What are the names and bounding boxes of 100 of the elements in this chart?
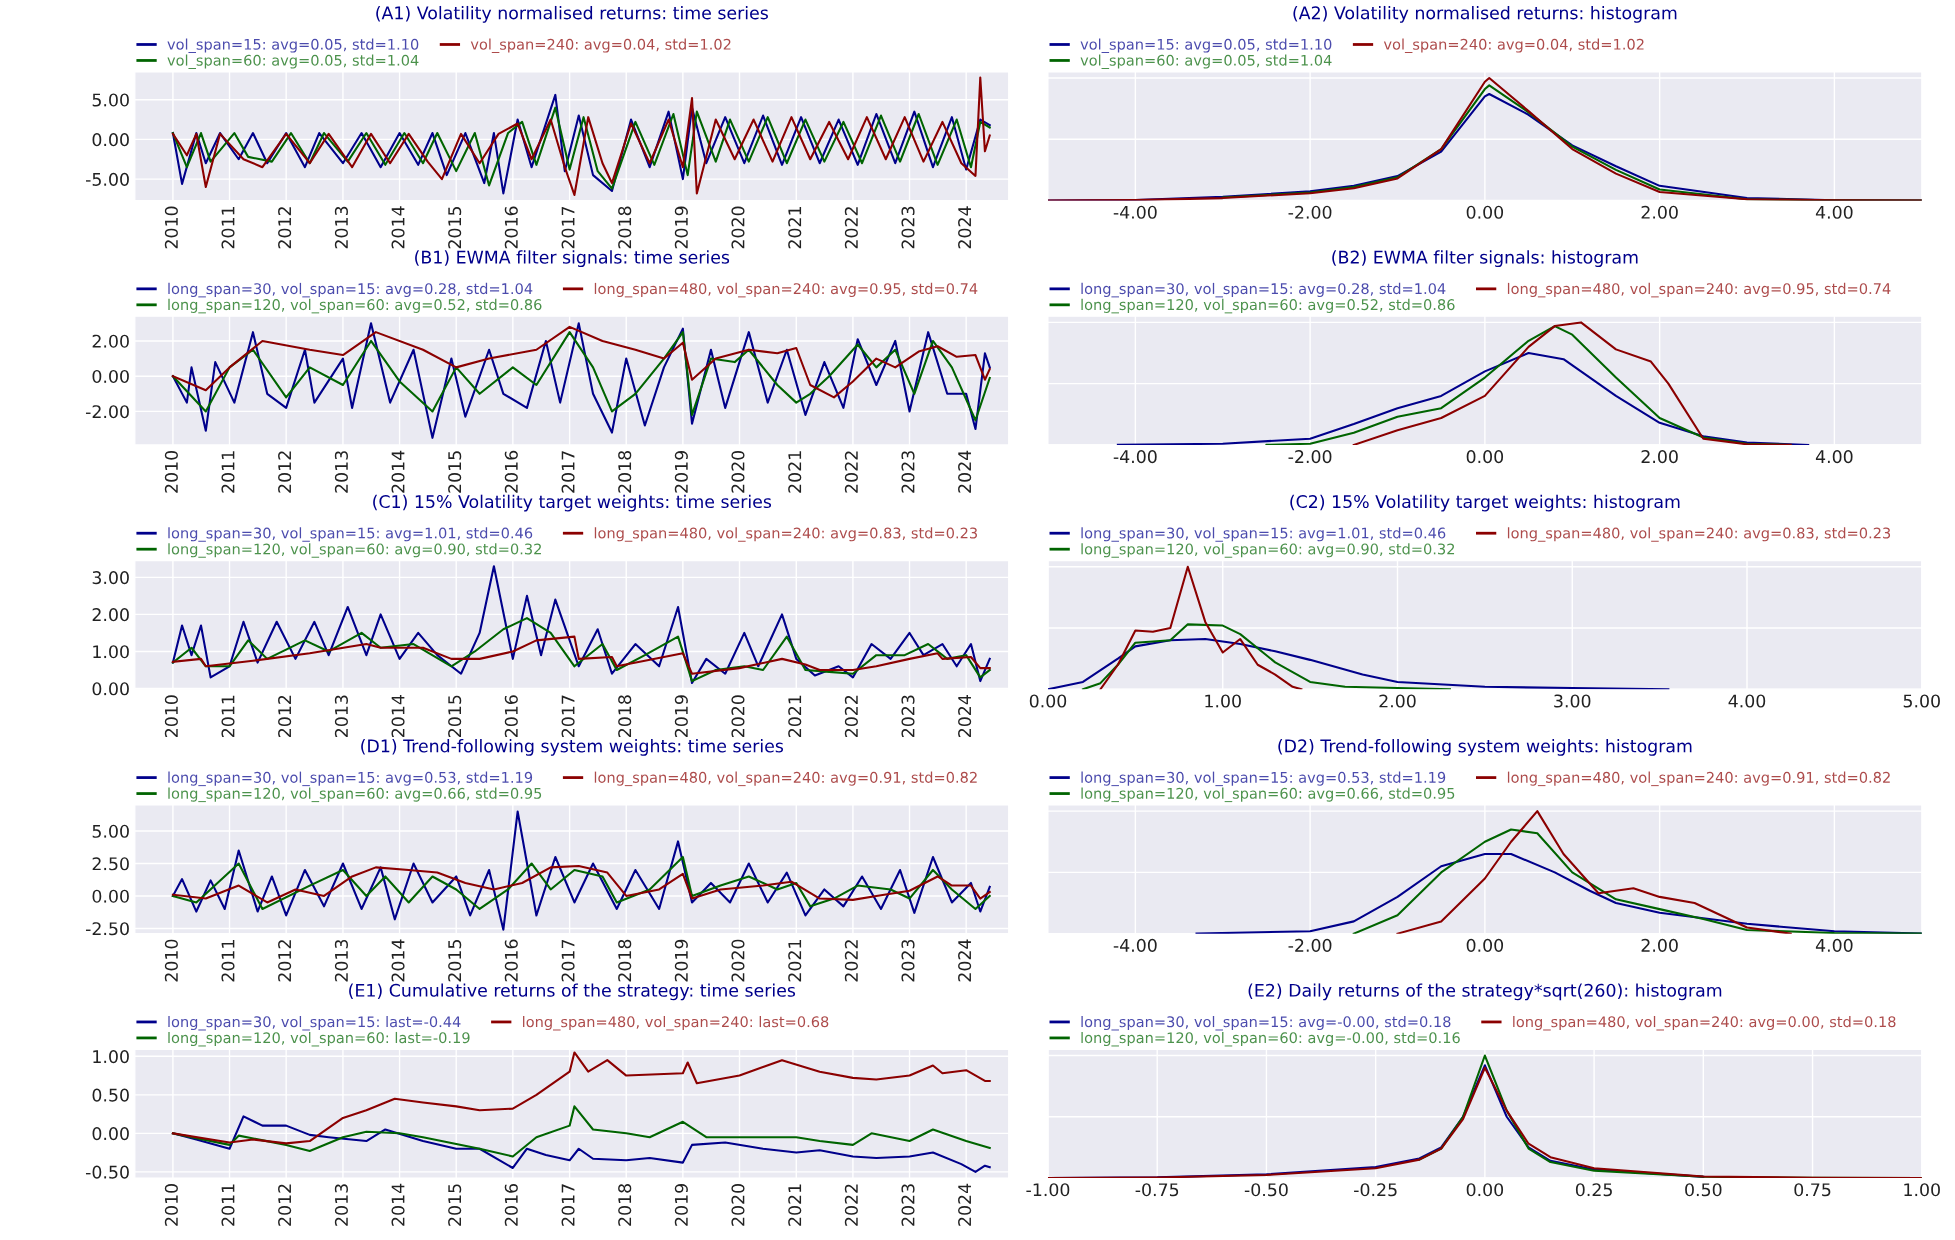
x-tick-label: 5.00 <box>1903 694 1940 708</box>
x-tick-label: 2.00 <box>1641 450 1678 464</box>
x-tick-label: 2021 <box>788 451 802 493</box>
line-series <box>171 93 991 195</box>
legend-label: long_span=480, vol_span=240: avg=0.83, std=0.23 <box>594 527 977 542</box>
x-tick-label: 2021 <box>788 207 802 249</box>
legend-label: vol_span=240: avg=0.04, std=1.02 <box>470 38 731 54</box>
x-tick-label: 2021 <box>788 940 802 982</box>
y-tick-label: 0.00 <box>92 1127 129 1141</box>
x-tick-label: 2017 <box>561 206 575 249</box>
x-tick-label: 2016 <box>504 450 518 493</box>
x-tick-label: 0.00 <box>1029 694 1067 708</box>
x-tick-label: -4.00 <box>1113 205 1157 219</box>
y-tick-label: 5.00 <box>92 824 129 838</box>
x-tick-label: 2023 <box>901 939 915 982</box>
legend-label: long_span=30, vol_span=15: last=-0.44 <box>168 1015 461 1031</box>
line-series <box>171 617 991 683</box>
chart-title: (D2) Trend-following system weights: histogram <box>1278 739 1692 756</box>
x-tick-label: 2023 <box>901 1184 915 1226</box>
x-tick-label: 2010 <box>164 1184 178 1226</box>
x-tick-label: 4.00 <box>1815 938 1853 952</box>
x-tick-label: 2019 <box>674 1184 688 1226</box>
x-tick-label: 2011 <box>221 695 235 738</box>
x-tick-label: 0.00 <box>1466 205 1504 219</box>
y-tick-label: 0.00 <box>92 682 129 696</box>
x-tick-label: -4.00 <box>1113 938 1157 952</box>
y-tick-label: 2.00 <box>92 334 129 348</box>
chart-title: (C2) 15% Volatility target weights: histogram <box>1290 494 1680 512</box>
x-tick-label: -0.75 <box>1135 1183 1179 1197</box>
y-tick-label: 5.00 <box>92 93 129 107</box>
x-tick-label: 2024 <box>958 695 972 738</box>
x-tick-label: 2020 <box>731 695 745 738</box>
line-series <box>171 865 991 904</box>
x-tick-label: 0.75 <box>1794 1183 1831 1197</box>
line-series <box>171 331 991 422</box>
legend-label: vol_span=60: avg=0.05, std=1.04 <box>1080 54 1332 69</box>
x-tick-label: -0.50 <box>1244 1183 1288 1197</box>
x-tick-label: 2014 <box>391 450 405 493</box>
x-tick-label: 2015 <box>448 451 462 493</box>
chart-title: (D1) Trend-following system weights: time series <box>361 739 784 756</box>
x-tick-label: 2012 <box>278 940 292 982</box>
x-tick-label: 2017 <box>561 939 575 982</box>
x-tick-label: 2021 <box>788 1184 802 1226</box>
legend-label: long_span=480, vol_span=240: avg=0.00, std=0.18 <box>1513 1015 1896 1031</box>
x-tick-label: 2020 <box>731 1184 745 1226</box>
x-tick-label: 2023 <box>901 206 915 249</box>
x-tick-label: 2023 <box>901 695 915 738</box>
line-series <box>171 855 991 910</box>
x-tick-label: 2013 <box>334 695 348 738</box>
chart-title: (A2) Volatility normalised returns: histogram <box>1293 5 1677 23</box>
x-tick-label: 2017 <box>561 451 575 493</box>
x-tick-label: 2017 <box>561 695 575 738</box>
x-tick-label: 0.00 <box>1466 450 1504 464</box>
legend-label: long_span=30, vol_span=15: avg=1.01, std=0.46 <box>1081 527 1446 542</box>
x-tick-label: 2010 <box>164 206 178 249</box>
x-tick-label: 2016 <box>504 939 518 982</box>
legend-label: long_span=480, vol_span=240: avg=0.83, std=0.23 <box>1507 527 1891 542</box>
x-tick-label: 2020 <box>731 206 745 249</box>
legend-label: vol_span=240: avg=0.04, std=1.02 <box>1383 38 1644 54</box>
x-tick-label: 2021 <box>788 695 802 738</box>
x-tick-label: 2015 <box>448 940 462 982</box>
x-tick-label: 2012 <box>278 451 292 493</box>
x-tick-label: 2013 <box>334 939 348 982</box>
x-tick-label: 2013 <box>334 206 348 249</box>
line-series <box>171 76 991 197</box>
y-tick-label: 2.50 <box>92 857 129 871</box>
x-tick-label: 2016 <box>504 1183 518 1226</box>
x-tick-label: 2020 <box>731 450 745 493</box>
line-series <box>171 322 991 439</box>
x-tick-label: 0.00 <box>1466 1183 1504 1197</box>
y-tick-label: 1.00 <box>93 645 129 659</box>
x-tick-label: 2.00 <box>1641 205 1678 219</box>
x-tick-label: 2014 <box>391 206 405 249</box>
legend-label: long_span=480, vol_span=240: avg=0.95, std=0.74 <box>594 282 978 298</box>
x-tick-label: 2024 <box>958 450 972 493</box>
legend-label: long_span=120, vol_span=60: avg=0.66, std=0.95 <box>1081 787 1455 803</box>
legend-label: long_span=30, vol_span=15: avg=1.01, std=0.46 <box>168 527 533 542</box>
chart-title: (C1) 15% Volatility target weights: time series <box>373 494 772 512</box>
chart-title: (B1) EWMA filter signals: time series <box>415 250 730 268</box>
line-series <box>171 635 991 675</box>
x-tick-label: 2010 <box>164 450 178 493</box>
x-tick-label: 2019 <box>674 939 688 982</box>
line-series <box>171 565 991 685</box>
x-tick-label: 1.00 <box>1904 1183 1940 1197</box>
y-tick-label: 3.00 <box>92 571 129 585</box>
legend-label: long_span=120, vol_span=60: avg=0.52, std=0.86 <box>168 298 542 314</box>
x-tick-label: 2023 <box>901 451 915 493</box>
chart-title: (A1) Volatility normalised returns: time series <box>376 5 768 23</box>
legend-label: long_span=120, vol_span=60: avg=0.90, std=0.32 <box>1081 543 1455 558</box>
x-tick-label: 2015 <box>448 206 462 249</box>
x-tick-label: 2024 <box>958 1183 972 1226</box>
y-tick-label: -0.50 <box>85 1165 129 1179</box>
y-tick-label: -2.00 <box>85 405 129 419</box>
x-tick-label: 0.00 <box>1466 938 1504 952</box>
legend-label: long_span=480, vol_span=240: avg=0.91, std=0.82 <box>1507 771 1890 787</box>
x-tick-label: 2013 <box>334 451 348 493</box>
x-tick-label: 2018 <box>618 1184 632 1226</box>
x-tick-label: 2011 <box>221 451 235 493</box>
x-tick-label: 2.00 <box>1379 694 1416 708</box>
x-tick-label: 4.00 <box>1815 450 1853 464</box>
